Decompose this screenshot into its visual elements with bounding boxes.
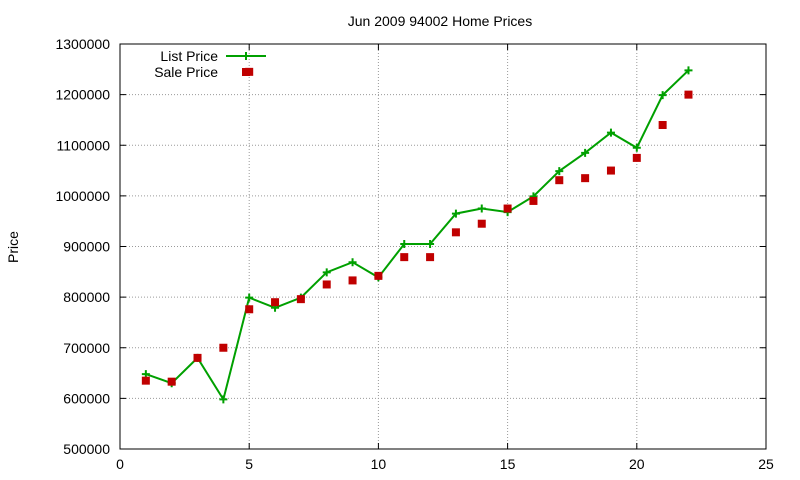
sale-price-point: [296, 295, 305, 304]
list-price-point: [451, 209, 460, 218]
list-price-point: [245, 293, 254, 302]
sale-price-point: [348, 276, 357, 285]
sale-price-point: [451, 228, 460, 237]
legend-label: Sale Price: [154, 64, 218, 80]
y-axis-label: Price: [5, 231, 21, 263]
y-tick-label: 800000: [63, 289, 110, 305]
x-tick-label: 0: [116, 456, 124, 472]
y-tick-label: 600000: [63, 390, 110, 406]
sale-price-point: [400, 253, 409, 262]
x-tick-label: 25: [758, 456, 774, 472]
list-price-point: [684, 66, 693, 75]
sale-price-point: [529, 196, 538, 205]
list-price-point: [477, 204, 486, 213]
sale-price-point: [322, 280, 331, 289]
y-tick-label: 500000: [63, 441, 110, 457]
list-price-point: [348, 258, 357, 267]
sale-price-point: [374, 271, 383, 280]
sale-price-point: [658, 121, 667, 129]
legend-swatch-square: [242, 68, 250, 76]
sale-price-point: [167, 377, 176, 386]
sale-price-point: [606, 166, 615, 175]
legend-label: List Price: [160, 48, 218, 64]
sale-price-point: [271, 298, 280, 307]
list-price-point: [219, 395, 228, 404]
y-tick-label: 1300000: [55, 36, 110, 52]
x-tick-label: 10: [371, 456, 387, 472]
legend-swatch-marker: [242, 52, 250, 60]
sale-price-point: [477, 219, 486, 228]
sale-price-point: [684, 90, 693, 99]
list-price-point: [632, 143, 641, 152]
list-price-point: [658, 91, 667, 100]
x-tick-label: 20: [629, 456, 645, 472]
axis-layer: 0 5 10 15 20 25 500000 600000 700000 800000 900000…: [55, 36, 774, 472]
y-tick-label: 1100000: [57, 137, 111, 153]
sale-price-point: [632, 153, 641, 162]
sale-price-point: [245, 305, 254, 314]
y-tick-label: 1200000: [55, 87, 110, 103]
sale-price-point: [193, 353, 202, 362]
y-tick-label: 900000: [63, 239, 110, 255]
list-price-point: [606, 128, 615, 137]
x-tick-label: 5: [245, 456, 253, 472]
series-line-list-price: [145, 69, 690, 402]
x-tick-label: 15: [500, 456, 516, 472]
list-price-point: [581, 148, 590, 157]
chart-title: Jun 2009 94002 Home Prices: [348, 13, 532, 29]
sale-price-point: [141, 376, 150, 385]
list-price-point: [400, 239, 409, 248]
list-price-point: [555, 167, 564, 176]
y-tick-label: 700000: [63, 340, 110, 356]
sale-price-point: [219, 343, 228, 352]
list-price-point: [322, 268, 331, 277]
plot-layer: [141, 66, 693, 404]
sale-price-point: [555, 176, 564, 185]
sale-price-point: [503, 204, 512, 213]
sale-price-point: [426, 253, 435, 262]
y-tick-label: 1000000: [55, 188, 110, 204]
list-price-point: [426, 239, 435, 248]
sale-price-point: [581, 174, 590, 183]
